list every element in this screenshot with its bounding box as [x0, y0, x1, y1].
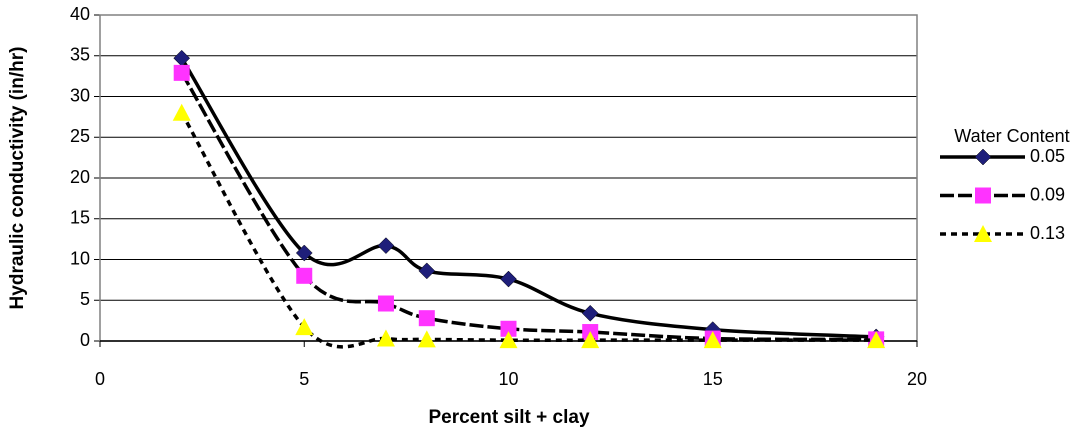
marker [295, 318, 314, 336]
x-tick-label: 5 [299, 369, 309, 389]
legend-label: 0.05 [1030, 146, 1065, 166]
x-tick-label: 10 [498, 369, 518, 389]
y-tick-label: 5 [80, 289, 90, 309]
marker [172, 103, 191, 121]
y-tick-label: 20 [70, 167, 90, 187]
legend-label: 0.09 [1030, 184, 1065, 204]
marker [500, 320, 517, 337]
marker [173, 49, 191, 67]
y-tick-label: 10 [70, 248, 90, 268]
legend-title: Water Content [954, 126, 1069, 146]
marker [500, 270, 517, 288]
marker [581, 304, 599, 322]
y-tick-label: 0 [80, 330, 90, 350]
y-axis-title: Hydraulic conductivity (in/hr) [7, 47, 28, 310]
series-line [180, 57, 877, 339]
y-tick-label: 15 [70, 208, 90, 228]
marker [499, 331, 518, 349]
marker [417, 330, 436, 348]
y-tick-label: 40 [70, 4, 90, 24]
x-axis-title: Percent silt + clay [428, 407, 589, 428]
marker [867, 331, 886, 349]
legend-label: 0.13 [1030, 223, 1065, 243]
marker [296, 267, 313, 284]
marker [173, 64, 190, 81]
marker [377, 237, 395, 254]
marker [581, 331, 600, 349]
marker [376, 329, 395, 347]
marker [974, 225, 992, 242]
y-tick-label: 30 [70, 85, 90, 105]
x-tick-label: 15 [703, 369, 723, 389]
marker [703, 331, 722, 349]
x-tick-label: 0 [95, 369, 105, 389]
marker [975, 187, 991, 204]
y-tick-label: 35 [70, 45, 90, 65]
y-tick-label: 25 [70, 126, 90, 146]
marker [418, 262, 436, 280]
marker [377, 295, 394, 312]
marker [974, 148, 992, 166]
marker [418, 310, 435, 327]
marker [295, 244, 313, 262]
x-tick-label: 20 [907, 369, 927, 389]
